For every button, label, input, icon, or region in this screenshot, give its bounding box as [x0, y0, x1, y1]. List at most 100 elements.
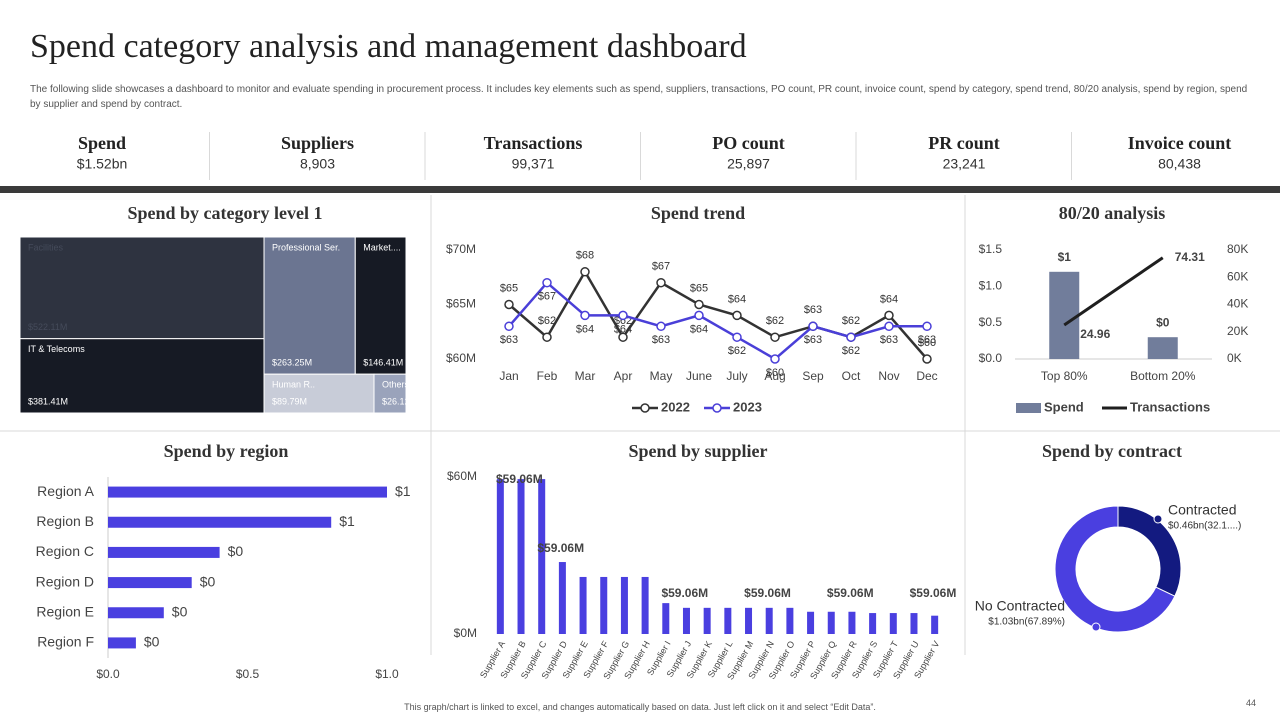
data-label: $62 [728, 345, 746, 357]
line-marker [922, 321, 932, 332]
x-tick-label: Sep [802, 369, 824, 383]
y2-tick-label: 20K [1227, 324, 1248, 338]
y-tick-label: $60M [447, 469, 477, 483]
kpi-value: 25,897 [727, 156, 770, 172]
annotation: $59.06M [744, 586, 791, 600]
bar [703, 607, 711, 634]
cell-label: Professional Ser. [272, 242, 340, 252]
bar [108, 486, 387, 498]
bar [724, 607, 732, 634]
data-label: $62 [842, 345, 860, 357]
bar [910, 613, 918, 634]
bar [931, 615, 939, 634]
data-label: $64 [728, 293, 746, 305]
bar [848, 611, 856, 634]
cell-value: $522.11M [28, 322, 67, 332]
y-tick-label: $1.5 [979, 242, 1003, 256]
x-tick-label: Dec [916, 369, 937, 383]
data-label: $63 [804, 304, 822, 316]
legend-label: 2022 [661, 399, 690, 414]
bar [579, 576, 587, 634]
legend-label: Spend [1044, 399, 1084, 414]
treemap-cell [354, 236, 407, 375]
y-tick-label: Region B [36, 513, 94, 529]
cell-label: Others [382, 380, 410, 390]
bar [600, 576, 608, 634]
treemap-cell [19, 236, 265, 340]
line-marker [542, 332, 552, 342]
data-label: $65 [500, 282, 518, 294]
line-marker [580, 310, 590, 321]
data-label: $63 [918, 334, 936, 346]
kpi-label: Suppliers [281, 133, 354, 153]
chart-title: Spend by region [164, 441, 289, 461]
kpi-label: PO count [712, 133, 785, 153]
kpi-value: 99,371 [512, 156, 555, 172]
bar [765, 607, 773, 634]
x-tick-label: Jan [499, 369, 518, 383]
bar [641, 576, 649, 634]
data-label: $62 [614, 315, 632, 327]
chart-title: 80/20 analysis [1059, 203, 1166, 223]
line-marker [922, 354, 932, 364]
kpi-value: 80,438 [1158, 156, 1201, 172]
y-tick-label: $0M [454, 626, 477, 640]
cell-value: $89.79M [272, 396, 307, 406]
data-label: $60 [918, 337, 936, 349]
x-tick-label: $0.5 [236, 667, 260, 681]
annotation: $59.06M [537, 541, 584, 555]
data-label: $0 [144, 634, 160, 650]
data-label: $0 [200, 573, 216, 589]
y-tick-label: $1.0 [979, 279, 1003, 293]
donut-slice [1054, 505, 1176, 633]
treemap-cell [263, 373, 375, 414]
chart-title: Spend by contract [1042, 441, 1182, 461]
data-label: $0 [228, 543, 244, 559]
treemap-cell [263, 236, 356, 375]
bar [889, 613, 897, 634]
data-label: 24.96 [1080, 327, 1110, 341]
data-label: 74.31 [1175, 250, 1205, 264]
data-label: $64 [880, 293, 898, 305]
line-series [1063, 256, 1164, 327]
bar [1049, 271, 1080, 359]
bar [786, 607, 794, 634]
line-marker [808, 321, 818, 332]
data-label: $64 [614, 323, 632, 335]
line-marker [656, 321, 666, 332]
data-label: $60 [766, 367, 784, 379]
bar [108, 577, 192, 589]
x-tick-label: Feb [537, 369, 558, 383]
kpi-label: Transactions [484, 133, 583, 153]
slice-label: No Contracted [975, 598, 1065, 614]
leader-dot [1153, 514, 1163, 524]
cell-value: $26.12M [382, 396, 417, 406]
donut-slice [1117, 505, 1182, 597]
page-number: 44 [1246, 698, 1257, 708]
line-marker [770, 332, 780, 342]
bar [538, 479, 546, 634]
data-label: $63 [804, 334, 822, 346]
x-tick-label: Bottom 20% [1130, 369, 1196, 383]
bar [558, 562, 566, 634]
line-marker [580, 267, 590, 277]
legend-label: Transactions [1130, 399, 1210, 414]
legend-label: 2023 [733, 399, 762, 414]
bar [108, 516, 332, 528]
bar [496, 479, 504, 634]
header-band [0, 186, 1280, 193]
data-label: $67 [538, 291, 556, 303]
line-marker [504, 299, 514, 310]
kpi-label: PR count [928, 133, 1000, 153]
x-tick-label: May [650, 369, 673, 383]
y-tick-label: $70M [446, 242, 476, 256]
y-tick-label: $65M [446, 297, 476, 311]
bar [1147, 337, 1178, 359]
treemap-cell [373, 373, 407, 414]
page-description: The following slide showcases a dashboar… [30, 84, 1248, 110]
bar [662, 603, 670, 634]
bar [807, 611, 815, 634]
data-label: $63 [500, 334, 518, 346]
legend-marker [640, 403, 650, 413]
y-tick-label: Region E [36, 603, 94, 619]
